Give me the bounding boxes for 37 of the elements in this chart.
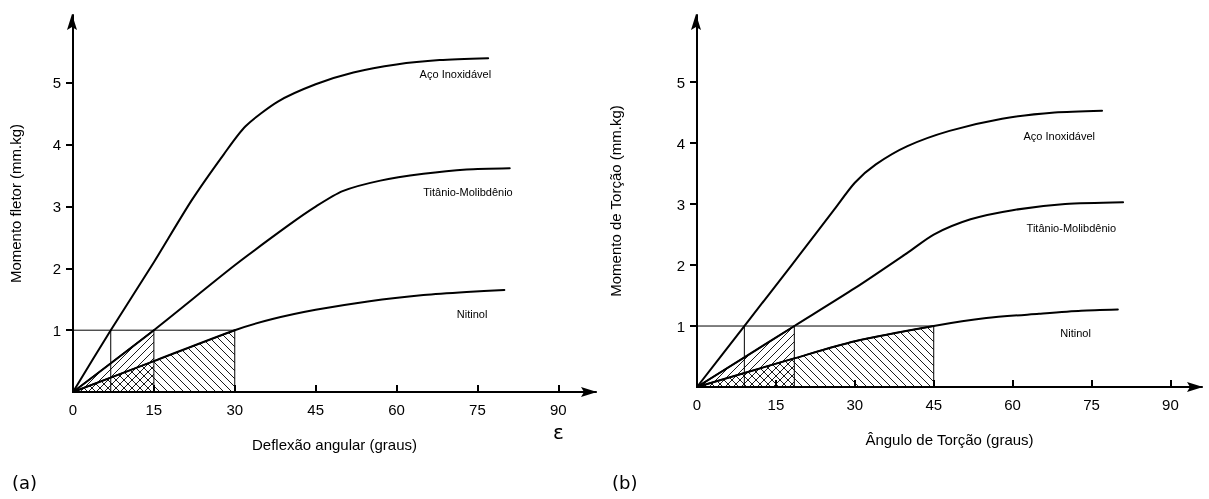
series-label: Aço Inoxidável [419, 67, 492, 80]
x-tick-label: 90 [1162, 396, 1179, 413]
x-tick-label: 75 [469, 401, 486, 418]
y-tick-label: 2 [52, 259, 61, 277]
y-axis-title: Momento de Torção (mm.kg) [607, 105, 624, 297]
x-tick-label: 45 [307, 401, 324, 418]
x-tick-label: 60 [1004, 396, 1021, 413]
x-axis-title: Ângulo de Torção (graus) [865, 431, 1034, 448]
y-tick-label: 5 [52, 74, 61, 92]
y-tick-label: 3 [52, 198, 61, 216]
y-tick-label: 2 [676, 256, 685, 274]
x-tick-label: 60 [388, 401, 405, 418]
x-tick-label: 45 [925, 396, 943, 413]
series-label: Titânio-Molibdênio [423, 185, 513, 198]
x-tick-label: 15 [145, 401, 163, 418]
series-label: Titânio-Molibdênio [1026, 221, 1117, 234]
y-tick-label: 4 [676, 134, 685, 152]
x-tick-label: 30 [226, 401, 244, 418]
y-axis-title: Momento fletor (mm.kg) [7, 123, 24, 284]
x-axis-title: Deflexão angular (graus) [251, 436, 418, 453]
text: ε [553, 420, 564, 444]
text: (a) [12, 471, 38, 493]
x-tick-label: 90 [549, 401, 567, 418]
y-tick-label: 4 [52, 136, 61, 154]
series-label: Nitinol [1060, 327, 1091, 340]
y-tick-label: 3 [676, 195, 685, 213]
x-tick-label: 0 [692, 396, 702, 413]
y-tick-label: 1 [676, 317, 685, 335]
y-tick-label: 5 [676, 73, 685, 91]
text: (b) [612, 471, 638, 493]
x-tick-label: 15 [767, 396, 785, 413]
series-label: Aço Inoxidável [1023, 130, 1096, 143]
x-tick-label: 75 [1083, 396, 1100, 413]
series-label: Nitinol [456, 307, 488, 320]
x-tick-label: 30 [846, 396, 864, 413]
x-tick-label: 0 [68, 401, 78, 418]
y-tick-label: 1 [52, 321, 61, 339]
